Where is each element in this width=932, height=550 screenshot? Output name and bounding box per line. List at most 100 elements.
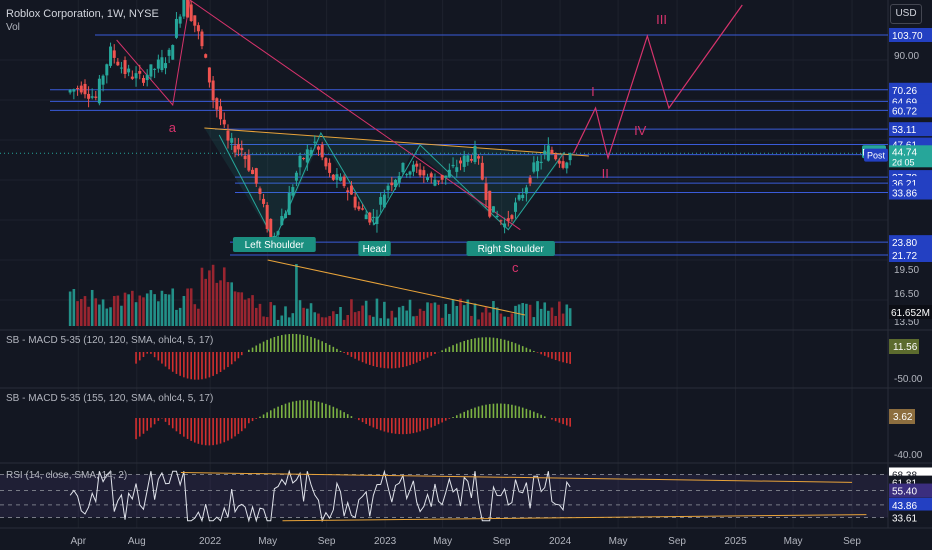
macd1-label[interactable]: SB - MACD 5-35 (120, 120, SMA, ohlc4, 5,…	[6, 335, 214, 346]
volume-bar-17	[131, 290, 134, 326]
volume-bar-65	[306, 308, 309, 326]
level-label-11: 21.72	[892, 251, 917, 262]
candle-body-90	[397, 176, 401, 183]
volume-bar-135	[561, 313, 565, 326]
candle-body-9	[101, 75, 105, 85]
down-trendline	[189, 0, 521, 231]
candle-body-120	[506, 218, 510, 221]
volume-bar-33	[189, 288, 193, 326]
candle-body-0	[68, 89, 72, 93]
candle-body-27	[167, 49, 171, 56]
volume-bar-46	[237, 292, 240, 326]
candle-body-23	[153, 68, 157, 70]
candle-body-131	[546, 145, 550, 161]
volume-bar-8	[98, 304, 101, 326]
price-tick-0: 90.00	[894, 51, 919, 62]
volume-bar-117	[495, 307, 499, 326]
level-label-bg-10	[889, 235, 932, 250]
candle-body-133	[554, 154, 558, 160]
macd1-value-bg	[889, 339, 919, 354]
volume-bar-29	[175, 309, 178, 326]
level-label-1: 70.26	[892, 86, 917, 97]
candle-body-48	[243, 155, 247, 160]
volume-bar-98	[426, 302, 429, 326]
price-axis: 103.7070.2664.6960.7253.1147.6144.3237.7…	[862, 28, 932, 525]
candle-body-6	[90, 96, 94, 98]
wave-label-3: III	[656, 12, 667, 27]
volume-bar-54	[265, 317, 269, 326]
volume-bar-80	[361, 305, 364, 326]
candle-body-26	[164, 63, 168, 69]
candle-body-11	[109, 46, 113, 66]
candle-body-123	[517, 195, 521, 200]
volume-bar-88	[390, 310, 394, 326]
candle-body-38	[207, 67, 211, 83]
candle-body-58	[280, 216, 284, 225]
volume-bar-136	[565, 304, 569, 326]
volume-bar-38	[208, 270, 211, 326]
candle-body-70	[324, 158, 328, 167]
macd2-label[interactable]: SB - MACD 5-35 (155, 120, SMA, ohlc4, 5,…	[6, 393, 214, 404]
candle-body-68	[316, 146, 320, 150]
candle-body-50	[251, 169, 255, 175]
volume-bar-44	[230, 282, 233, 326]
right-shoulder-tag: Right Shoulder	[478, 244, 545, 255]
rsi-pane	[0, 469, 888, 523]
volume-bar-85	[379, 318, 382, 326]
volume-bar-132	[550, 307, 554, 326]
candle-body-101	[437, 180, 441, 182]
level-label-2: 64.69	[892, 97, 917, 108]
volume-bar-62	[295, 264, 298, 326]
candle-body-135	[561, 161, 565, 168]
candle-body-69	[320, 144, 324, 158]
volume-bar-58	[280, 315, 284, 326]
price-tick-1: 19.50	[894, 265, 919, 276]
rsi-trendline-top	[180, 471, 853, 483]
candle-body-59	[284, 213, 288, 219]
volume-bar-63	[298, 300, 302, 326]
volume-bar-114	[484, 307, 488, 326]
macd2-axis-tick: -40.00	[894, 450, 923, 461]
time-label-9: May	[609, 536, 628, 547]
volume-bar-103	[444, 303, 448, 326]
volume-bar-53	[262, 316, 265, 326]
last-price-bg	[889, 145, 932, 168]
candle-body-112	[477, 156, 481, 159]
volume-bar-20	[142, 297, 145, 326]
volume-bar-36	[200, 267, 204, 326]
volume-bar-71	[328, 316, 331, 326]
candle-body-36	[200, 31, 204, 47]
candle-body-52	[258, 188, 262, 194]
volume-bar-2	[76, 301, 79, 326]
neckline	[204, 127, 589, 157]
time-label-11: 2025	[724, 536, 747, 547]
volume-bar-119	[503, 316, 506, 326]
left-shoulder-tag: Left Shoulder	[245, 240, 305, 251]
volume-bar-34	[193, 304, 197, 326]
volume-label-bg	[889, 305, 932, 319]
volume-bar-1	[72, 289, 76, 326]
candle-body-14	[119, 67, 123, 69]
candle-body-117	[495, 215, 499, 218]
volume-bar-6	[90, 289, 94, 326]
right-shoulder-tag-bg	[466, 241, 555, 256]
volume-bar-90	[397, 307, 401, 326]
volume-bar-22	[149, 290, 153, 326]
candle-body-61	[291, 187, 295, 196]
volume-bar-0	[68, 291, 72, 326]
rsi-tick-bg-2	[889, 483, 932, 498]
left-shoulder-tag-bg	[232, 237, 316, 252]
candle-body-40	[215, 98, 219, 110]
currency-button[interactable]: USD	[890, 4, 922, 24]
volume-bar-96	[418, 308, 422, 326]
volume-bar-18	[134, 302, 138, 326]
price-tick-3: 13.50	[894, 317, 919, 328]
rsi-label[interactable]: RSI (14, close, SMA, 14, 2)	[6, 470, 128, 481]
candle-body-19	[138, 71, 142, 74]
volume-bar-23	[153, 294, 156, 326]
time-label-12: May	[784, 536, 803, 547]
volume-bar-76	[346, 314, 350, 326]
candle-body-42	[222, 119, 226, 125]
candle-body-53	[262, 198, 266, 204]
